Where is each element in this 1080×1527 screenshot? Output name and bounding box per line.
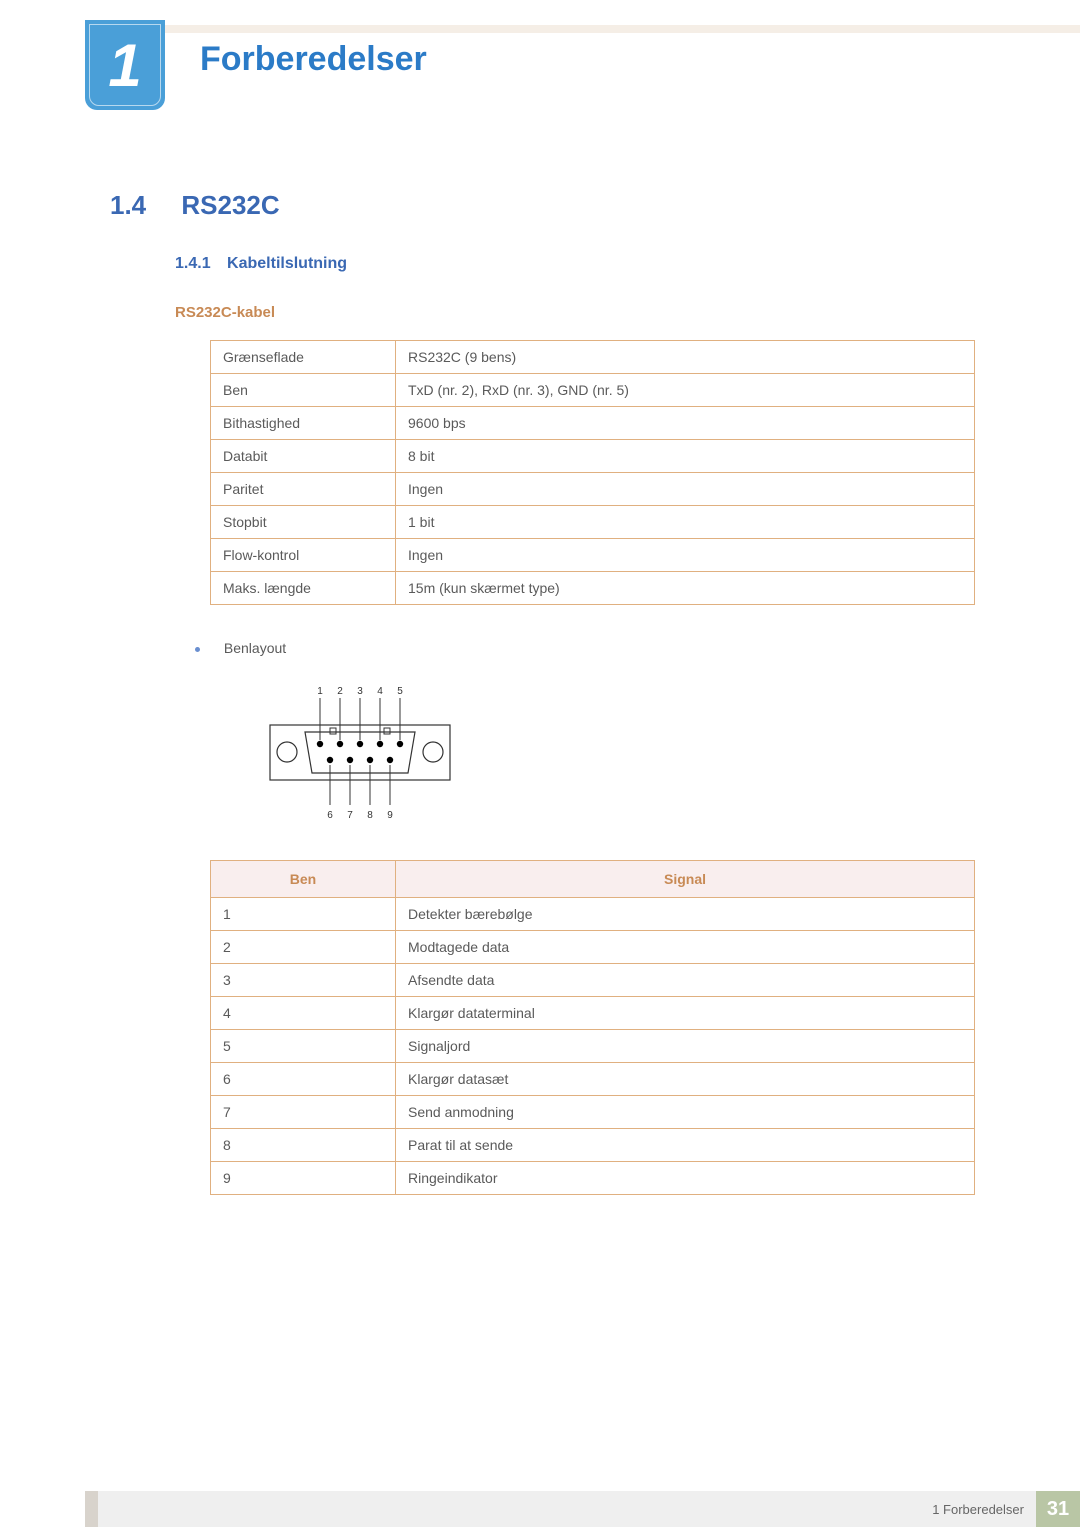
pin-header: Ben bbox=[211, 861, 396, 898]
table-header-row: Ben Signal bbox=[211, 861, 975, 898]
signal-cell: Send anmodning bbox=[396, 1096, 975, 1129]
spec-label: Ben bbox=[211, 374, 396, 407]
chapter-title: Forberedelser bbox=[200, 40, 427, 79]
pin-cell: 4 bbox=[211, 997, 396, 1030]
section-title: RS232C bbox=[181, 190, 279, 220]
subsection-title: Kabeltilslutning bbox=[227, 255, 347, 272]
svg-text:7: 7 bbox=[347, 810, 353, 821]
section-heading: 1.4 RS232C bbox=[110, 190, 280, 221]
table-row: 8Parat til at sende bbox=[211, 1129, 975, 1162]
pin-cell: 2 bbox=[211, 931, 396, 964]
footer-bar: 1 Forberedelser 31 bbox=[98, 1491, 1080, 1527]
bullet-item: Benlayout bbox=[195, 640, 286, 656]
pin-cell: 9 bbox=[211, 1162, 396, 1195]
spec-label: Grænseflade bbox=[211, 341, 396, 374]
bullet-icon bbox=[195, 647, 200, 652]
signal-cell: Klargør datasæt bbox=[396, 1063, 975, 1096]
chapter-badge: 1 bbox=[85, 20, 165, 110]
svg-text:6: 6 bbox=[327, 810, 333, 821]
table-row: Stopbit1 bit bbox=[211, 506, 975, 539]
svg-text:8: 8 bbox=[367, 810, 373, 821]
footer-text: 1 Forberedelser bbox=[932, 1502, 1024, 1517]
signal-cell: Klargør dataterminal bbox=[396, 997, 975, 1030]
svg-text:9: 9 bbox=[387, 810, 393, 821]
table-row: 9Ringeindikator bbox=[211, 1162, 975, 1195]
pin-cell: 7 bbox=[211, 1096, 396, 1129]
spec-label: Paritet bbox=[211, 473, 396, 506]
spec-label: Stopbit bbox=[211, 506, 396, 539]
pin-layout-diagram: 1 2 3 4 5 6 7 8 9 bbox=[260, 680, 460, 825]
subsubtitle: RS232C-kabel bbox=[175, 304, 275, 321]
svg-text:5: 5 bbox=[397, 686, 403, 697]
pin-cell: 6 bbox=[211, 1063, 396, 1096]
subsection-number: 1.4.1 bbox=[175, 255, 211, 272]
badge-inner-border bbox=[89, 24, 161, 106]
pin-cell: 5 bbox=[211, 1030, 396, 1063]
spec-value: TxD (nr. 2), RxD (nr. 3), GND (nr. 5) bbox=[396, 374, 975, 407]
signal-header: Signal bbox=[396, 861, 975, 898]
spec-label: Flow-kontrol bbox=[211, 539, 396, 572]
signal-cell: Detekter bærebølge bbox=[396, 898, 975, 931]
section-number: 1.4 bbox=[110, 190, 146, 220]
bullet-label: Benlayout bbox=[224, 640, 286, 656]
svg-text:1: 1 bbox=[317, 686, 323, 697]
page-number: 31 bbox=[1047, 1498, 1069, 1521]
table-row: Bithastighed9600 bps bbox=[211, 407, 975, 440]
table-row: Flow-kontrolIngen bbox=[211, 539, 975, 572]
spec-table: GrænsefladeRS232C (9 bens)BenTxD (nr. 2)… bbox=[210, 340, 975, 605]
spec-value: 15m (kun skærmet type) bbox=[396, 572, 975, 605]
spec-label: Bithastighed bbox=[211, 407, 396, 440]
table-row: Databit8 bit bbox=[211, 440, 975, 473]
pin-cell: 8 bbox=[211, 1129, 396, 1162]
header-stripe bbox=[130, 25, 1080, 33]
spec-label: Databit bbox=[211, 440, 396, 473]
signal-cell: Afsendte data bbox=[396, 964, 975, 997]
spec-table-container: GrænsefladeRS232C (9 bens)BenTxD (nr. 2)… bbox=[210, 340, 975, 605]
table-row: 5Signaljord bbox=[211, 1030, 975, 1063]
svg-text:3: 3 bbox=[357, 686, 363, 697]
table-row: 2Modtagede data bbox=[211, 931, 975, 964]
table-row: 1Detekter bærebølge bbox=[211, 898, 975, 931]
table-row: Maks. længde15m (kun skærmet type) bbox=[211, 572, 975, 605]
footer-accent-block bbox=[85, 1491, 98, 1527]
signal-cell: Ringeindikator bbox=[396, 1162, 975, 1195]
pin-cell: 1 bbox=[211, 898, 396, 931]
subsection-heading: 1.4.1 Kabeltilslutning bbox=[175, 255, 347, 273]
signal-cell: Signaljord bbox=[396, 1030, 975, 1063]
svg-text:2: 2 bbox=[337, 686, 343, 697]
svg-text:4: 4 bbox=[377, 686, 383, 697]
table-row: 3Afsendte data bbox=[211, 964, 975, 997]
signal-cell: Parat til at sende bbox=[396, 1129, 975, 1162]
spec-value: RS232C (9 bens) bbox=[396, 341, 975, 374]
pin-table: Ben Signal 1Detekter bærebølge2Modtagede… bbox=[210, 860, 975, 1195]
page-number-box: 31 bbox=[1036, 1491, 1080, 1527]
signal-cell: Modtagede data bbox=[396, 931, 975, 964]
pin-table-container: Ben Signal 1Detekter bærebølge2Modtagede… bbox=[210, 860, 975, 1195]
spec-value: Ingen bbox=[396, 539, 975, 572]
table-row: GrænsefladeRS232C (9 bens) bbox=[211, 341, 975, 374]
spec-value: 9600 bps bbox=[396, 407, 975, 440]
spec-value: Ingen bbox=[396, 473, 975, 506]
table-row: BenTxD (nr. 2), RxD (nr. 3), GND (nr. 5) bbox=[211, 374, 975, 407]
table-row: 4Klargør dataterminal bbox=[211, 997, 975, 1030]
table-row: 7Send anmodning bbox=[211, 1096, 975, 1129]
spec-value: 1 bit bbox=[396, 506, 975, 539]
spec-value: 8 bit bbox=[396, 440, 975, 473]
table-row: 6Klargør datasæt bbox=[211, 1063, 975, 1096]
table-row: ParitetIngen bbox=[211, 473, 975, 506]
pin-cell: 3 bbox=[211, 964, 396, 997]
spec-label: Maks. længde bbox=[211, 572, 396, 605]
